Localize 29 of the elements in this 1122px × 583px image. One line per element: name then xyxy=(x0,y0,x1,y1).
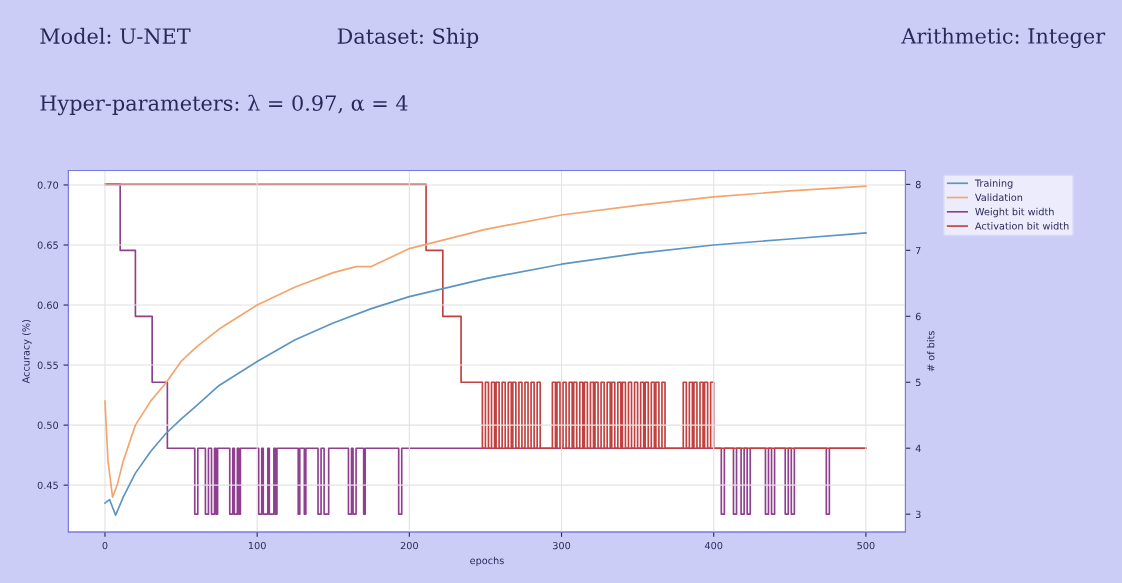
x-tick-label: 300 xyxy=(552,541,571,550)
text: Model: U-NET xyxy=(40,27,191,44)
text: Hyper-parameters: λ = 0.97, α = 4 xyxy=(40,94,408,116)
y2-tick-label: 6 xyxy=(915,312,921,321)
x-tick-label: 500 xyxy=(857,541,875,550)
text: Arithmetic: Integer xyxy=(901,27,1106,49)
x-tick-label: 400 xyxy=(704,541,723,550)
y-tick-label: 0.50 xyxy=(37,421,59,429)
y-axis-title: Accuracy (%) xyxy=(22,319,32,384)
y-tick-label: 0.60 xyxy=(37,301,59,309)
legend-label: Weight bit width xyxy=(975,207,1054,218)
y2-tick-label: 3 xyxy=(915,510,921,519)
y-tick-label: 0.65 xyxy=(37,241,58,249)
legend-label: Training xyxy=(974,179,1013,189)
x-tick-label: 100 xyxy=(248,541,266,550)
y2-tick-label: 4 xyxy=(915,444,921,452)
text: Dataset: Ship xyxy=(337,27,479,48)
y2-tick-label: 5 xyxy=(915,378,921,387)
y2-tick-label: 8 xyxy=(915,180,921,189)
y2-tick-label: 7 xyxy=(915,246,921,255)
x-tick-label: 0 xyxy=(102,541,108,550)
y-tick-label: 0.55 xyxy=(37,361,58,369)
legend-label: Validation xyxy=(974,193,1023,202)
y-tick-label: 0.45 xyxy=(37,481,58,489)
x-tick-label: 200 xyxy=(400,541,418,550)
y-tick-label: 0.70 xyxy=(37,181,59,189)
y2-axis-title: # of bits xyxy=(926,331,935,372)
x-axis-title: epochs xyxy=(470,556,504,567)
legend-label: Activation bit width xyxy=(974,222,1069,230)
